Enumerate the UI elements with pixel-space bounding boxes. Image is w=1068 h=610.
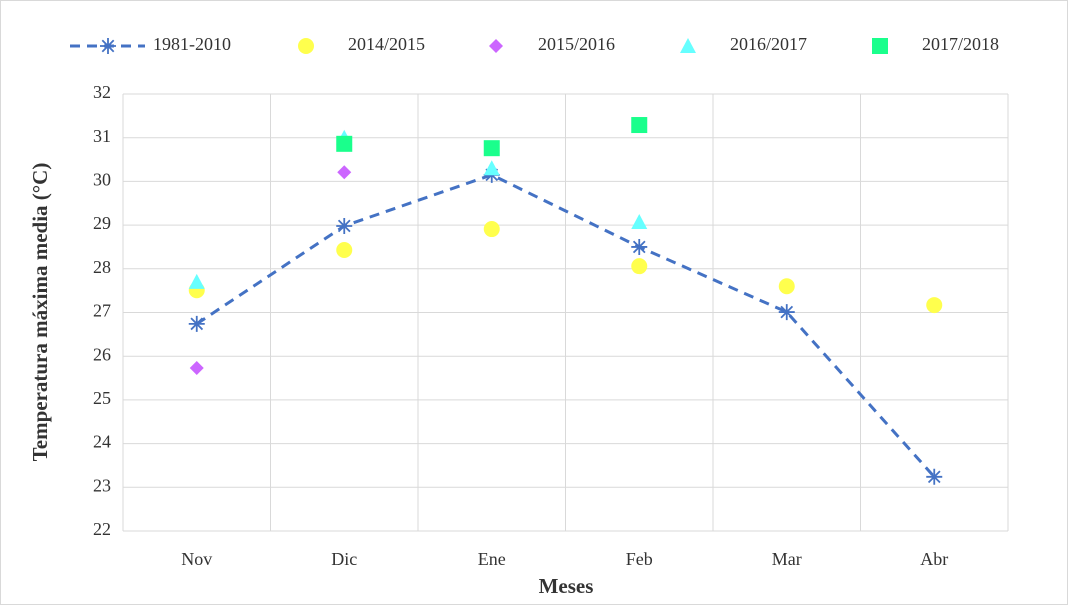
y-tick-label: 23	[93, 475, 111, 495]
x-tick-label: Nov	[181, 549, 212, 569]
legend-label: 1981-2010	[153, 34, 231, 54]
marker	[483, 221, 500, 238]
marker	[631, 238, 648, 255]
y-tick-label: 24	[93, 432, 111, 452]
series-line	[195, 173, 936, 478]
marker	[680, 38, 696, 53]
marker	[483, 140, 500, 157]
legend-label: 2014/2015	[348, 34, 425, 54]
x-tick-label: Dic	[331, 549, 357, 569]
y-tick-label: 27	[93, 301, 111, 321]
marker	[189, 360, 204, 375]
marker	[926, 297, 943, 314]
marker	[483, 160, 500, 176]
legend-label: 2016/2017	[730, 34, 807, 54]
marker	[188, 315, 205, 332]
marker	[298, 38, 314, 54]
marker	[631, 117, 648, 134]
y-tick-label: 26	[93, 344, 111, 364]
x-tick-label: Ene	[478, 549, 506, 569]
marker	[631, 214, 648, 230]
marker	[489, 39, 503, 53]
marker	[631, 258, 648, 275]
legend-label: 2017/2018	[922, 34, 999, 54]
y-tick-label: 31	[93, 126, 111, 146]
marker	[336, 242, 353, 259]
marker	[778, 278, 795, 295]
x-tick-label: Feb	[626, 549, 653, 569]
y-axis-title: Temperatura máxima media (°C)	[28, 163, 52, 462]
y-tick-label: 22	[93, 519, 111, 539]
marker	[188, 273, 205, 289]
marker	[872, 38, 888, 54]
x-tick-label: Abr	[920, 549, 948, 569]
y-tick-label: 32	[93, 82, 111, 102]
legend-label: 2015/2016	[538, 34, 615, 54]
x-axis-title: Meses	[539, 574, 594, 598]
marker	[100, 38, 116, 54]
marker	[926, 468, 943, 485]
y-tick-label: 29	[93, 213, 111, 233]
marker	[336, 217, 353, 234]
marker	[337, 165, 352, 180]
y-tick-label: 25	[93, 388, 111, 408]
y-tick-label: 30	[93, 170, 111, 190]
x-tick-label: Mar	[772, 549, 802, 569]
marker	[336, 135, 353, 152]
marker	[778, 304, 795, 321]
y-tick-label: 28	[93, 257, 111, 277]
